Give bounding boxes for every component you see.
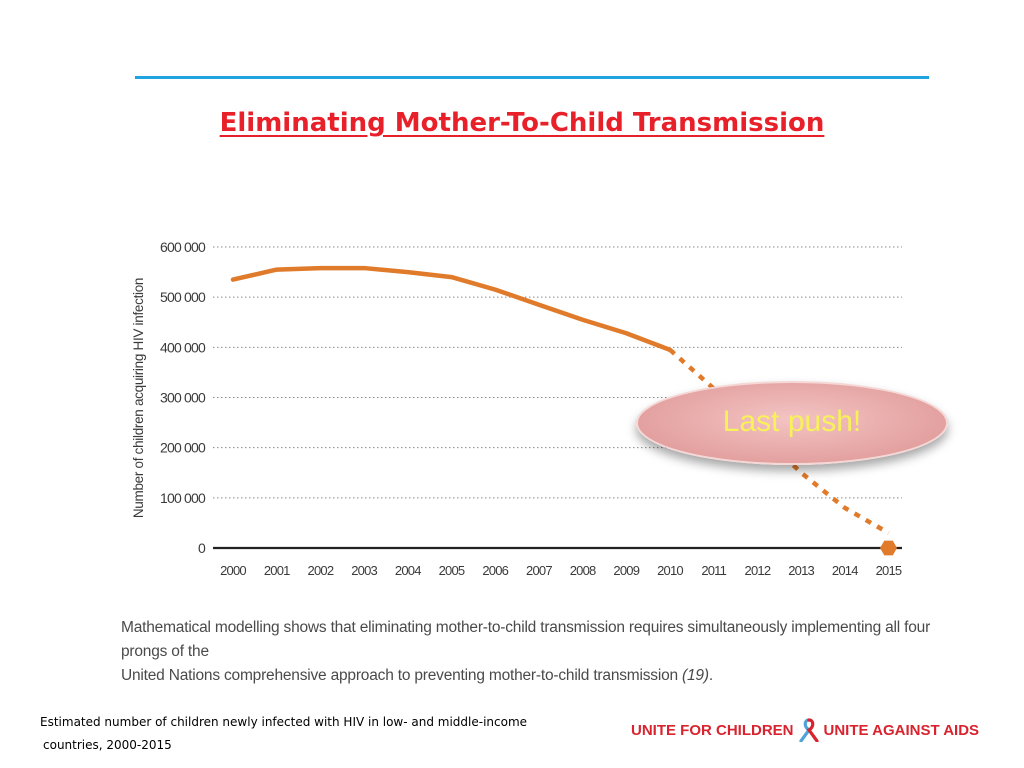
target-marker-hexagon (880, 540, 897, 556)
y-tick-label: 100 000 (160, 490, 206, 506)
unite-for-children-logo: UNITE FOR CHILDREN UNITE AGAINST AIDS (631, 718, 980, 743)
logo-right-text: UNITE AGAINST AIDS (823, 721, 980, 739)
chart-caption: Mathematical modelling shows that elimin… (121, 616, 941, 688)
y-axis-title: Number of children acquiring HIV infecti… (131, 278, 146, 518)
x-tick-label: 2003 (351, 563, 377, 578)
caption-line-2-end: . (708, 667, 713, 684)
x-tick-label: 2005 (439, 563, 465, 578)
y-tick-label: 400 000 (160, 339, 206, 355)
x-tick-label: 2004 (395, 563, 421, 578)
x-tick-label: 2001 (264, 563, 290, 578)
callout-text: Last push! (722, 405, 862, 438)
x-tick-label: 2010 (657, 563, 683, 578)
logo-left-text: UNITE FOR CHILDREN (631, 721, 794, 739)
y-tick-label: 300 000 (160, 390, 206, 406)
x-tick-label: 2013 (788, 563, 814, 578)
y-tick-label: 0 (198, 540, 206, 556)
slide-title: Eliminating Mother-To-Child Transmission (219, 108, 825, 138)
caption-line-1: Mathematical modelling shows that elimin… (121, 619, 931, 660)
y-tick-label: 600 000 (160, 239, 206, 255)
observed-series-line (230, 265, 673, 353)
x-tick-label: 2015 (876, 563, 902, 578)
footnote-line-2: countries, 2000-2015 (43, 738, 172, 752)
caption-citation: (19) (682, 667, 709, 684)
caption-line-2-text: United Nations comprehensive approach to… (121, 667, 683, 684)
y-tick-label: 200 000 (160, 440, 206, 456)
caption-line-2: United Nations comprehensive approach to… (121, 664, 941, 688)
x-tick-label: 2014 (832, 563, 858, 578)
top-rule (135, 76, 929, 79)
x-tick-label: 2000 (220, 563, 246, 578)
aids-ribbon-icon (796, 718, 822, 743)
x-tick-label: 2012 (745, 563, 771, 578)
x-tick-label: 2002 (308, 563, 334, 578)
y-tick-label: 500 000 (160, 289, 206, 305)
x-tick-label: 2011 (701, 563, 726, 578)
x-tick-label: 2007 (526, 563, 552, 578)
x-tick-label: 2006 (482, 563, 508, 578)
last-push-callout: Last push! (636, 381, 948, 465)
footnote-line-1: Estimated number of children newly infec… (40, 715, 528, 729)
footnote: Estimated number of children newly infec… (40, 711, 527, 757)
x-tick-label: 2009 (613, 563, 639, 578)
x-tick-label: 2008 (570, 563, 596, 578)
